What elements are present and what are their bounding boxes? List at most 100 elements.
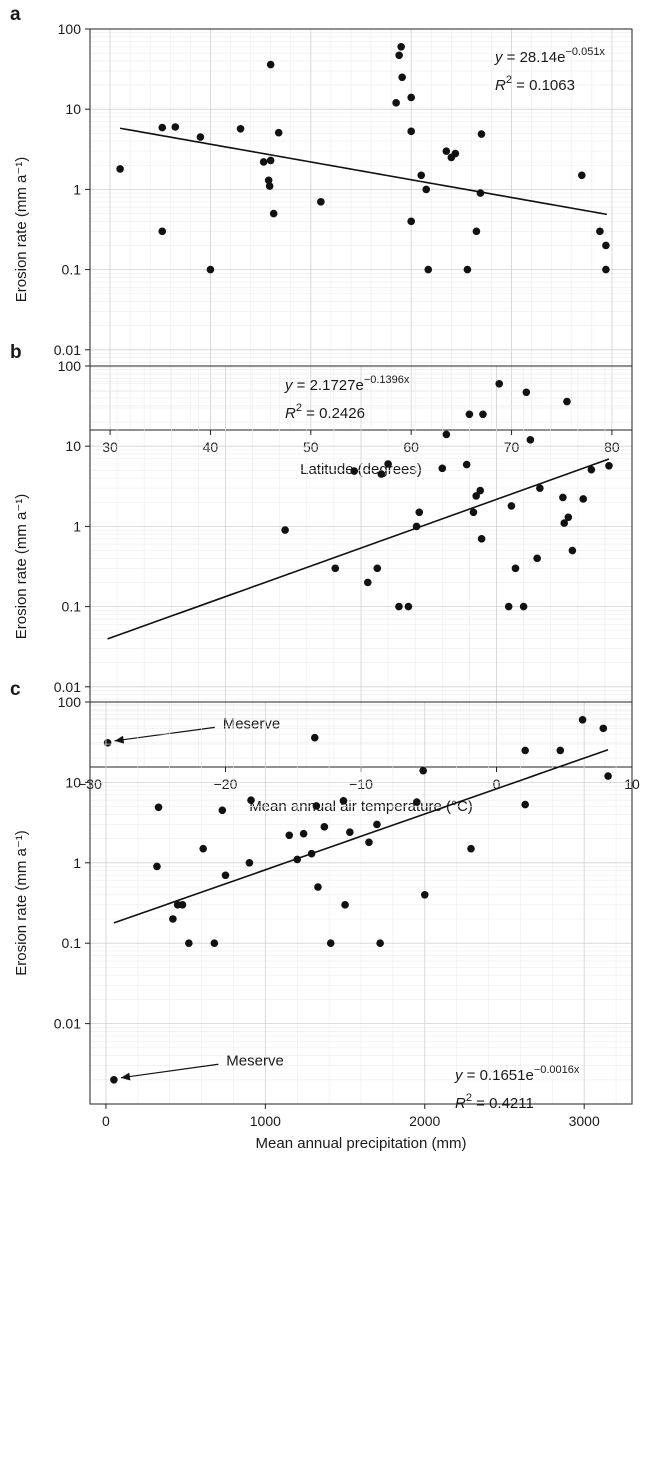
data-point bbox=[154, 803, 163, 812]
data-point bbox=[477, 535, 486, 543]
data-point bbox=[419, 766, 427, 775]
data-point bbox=[341, 901, 349, 909]
data-point bbox=[420, 890, 429, 899]
data-point bbox=[331, 564, 340, 573]
y-tick-label: 0.1 bbox=[62, 935, 82, 951]
equation-y: y bbox=[454, 1067, 464, 1084]
y-tick-label: 10 bbox=[65, 774, 81, 790]
equation-body: = 0.1651e bbox=[463, 1067, 534, 1084]
x-tick-label: 0 bbox=[102, 1113, 110, 1129]
data-point bbox=[507, 502, 516, 510]
y-tick-label: 0.01 bbox=[54, 679, 81, 695]
data-point bbox=[326, 939, 335, 947]
data-point bbox=[579, 495, 588, 503]
y-tick-label: 0.1 bbox=[62, 262, 82, 278]
data-point bbox=[463, 265, 472, 274]
y-tick-label: 10 bbox=[65, 438, 81, 454]
y-axis-title: Erosion rate (mm a⁻¹) bbox=[13, 830, 30, 975]
data-point bbox=[469, 508, 478, 517]
data-point bbox=[477, 130, 486, 138]
data-point bbox=[412, 798, 421, 806]
data-point bbox=[281, 526, 289, 534]
data-point bbox=[438, 464, 447, 473]
data-point bbox=[264, 176, 273, 185]
data-point bbox=[178, 901, 187, 909]
data-point bbox=[299, 829, 308, 838]
data-point bbox=[451, 149, 460, 158]
trend-line bbox=[113, 748, 609, 924]
r-squared-value: = 0.1063 bbox=[512, 77, 575, 94]
data-point bbox=[218, 806, 227, 815]
data-point bbox=[596, 227, 604, 236]
panel-letter: b bbox=[10, 342, 22, 363]
data-point bbox=[521, 746, 529, 755]
data-point bbox=[259, 158, 268, 166]
data-point bbox=[310, 733, 319, 742]
data-point bbox=[407, 217, 415, 226]
equation-y: y bbox=[284, 377, 294, 394]
data-point bbox=[563, 397, 571, 406]
panel-letter: c bbox=[10, 679, 21, 700]
data-point bbox=[536, 484, 544, 492]
data-point bbox=[373, 564, 382, 573]
data-point bbox=[116, 165, 124, 173]
data-point bbox=[293, 855, 302, 864]
data-point bbox=[269, 209, 278, 218]
data-point bbox=[511, 564, 520, 573]
data-point bbox=[467, 844, 475, 853]
data-point bbox=[472, 227, 481, 236]
x-tick-label: 3000 bbox=[569, 1113, 600, 1129]
data-point bbox=[578, 171, 586, 180]
data-point bbox=[373, 820, 381, 829]
data-point bbox=[169, 915, 177, 923]
data-point bbox=[346, 828, 354, 837]
data-point bbox=[363, 578, 372, 587]
data-point bbox=[519, 602, 528, 611]
r-squared-r: R bbox=[455, 1095, 466, 1112]
r-squared: R2 = 0.1063 bbox=[495, 74, 575, 94]
y-tick-label: 0.01 bbox=[54, 1016, 81, 1032]
data-point bbox=[312, 802, 321, 810]
x-tick-label: 60 bbox=[403, 439, 419, 455]
y-tick-label: 0.01 bbox=[54, 342, 81, 358]
y-tick-label: 100 bbox=[58, 21, 82, 37]
data-point bbox=[504, 602, 513, 611]
x-tick-label: 50 bbox=[303, 439, 319, 455]
x-tick-label: −20 bbox=[214, 776, 238, 792]
y-tick-label: 1 bbox=[73, 181, 81, 197]
fit-equation: y = 28.14e−0.051x bbox=[494, 46, 605, 66]
data-point bbox=[245, 859, 254, 867]
data-point bbox=[247, 796, 255, 805]
data-point bbox=[533, 554, 541, 563]
equation-exponent: −0.0016x bbox=[534, 1064, 580, 1076]
data-point bbox=[404, 602, 413, 611]
data-point bbox=[171, 123, 180, 131]
data-point bbox=[442, 147, 451, 155]
annotation-arrowhead bbox=[120, 1072, 131, 1081]
data-point bbox=[274, 128, 283, 137]
data-point bbox=[199, 844, 207, 853]
data-point bbox=[424, 265, 433, 274]
panel-letter: a bbox=[10, 4, 21, 25]
x-tick-label: 30 bbox=[102, 439, 118, 455]
data-point bbox=[397, 42, 405, 51]
y-tick-label: 100 bbox=[58, 358, 82, 374]
x-axis-title: Mean annual precipitation (mm) bbox=[256, 1135, 467, 1152]
r-squared-value: = 0.2426 bbox=[302, 405, 365, 422]
data-point bbox=[307, 849, 316, 858]
r-squared-sup: 2 bbox=[466, 1092, 472, 1104]
data-point bbox=[556, 746, 565, 755]
data-point bbox=[599, 724, 608, 733]
equation-body: = 2.1727e bbox=[293, 377, 364, 394]
r-squared-r: R bbox=[285, 405, 296, 422]
r-squared: R2 = 0.4211 bbox=[455, 1092, 534, 1112]
data-point bbox=[158, 123, 167, 132]
data-point bbox=[365, 838, 373, 847]
x-tick-label: 80 bbox=[604, 439, 620, 455]
data-point bbox=[412, 522, 421, 531]
x-tick-label: 70 bbox=[504, 439, 520, 455]
data-point bbox=[587, 465, 596, 474]
data-point bbox=[196, 133, 205, 141]
y-axis-title: Erosion rate (mm a⁻¹) bbox=[13, 494, 30, 639]
